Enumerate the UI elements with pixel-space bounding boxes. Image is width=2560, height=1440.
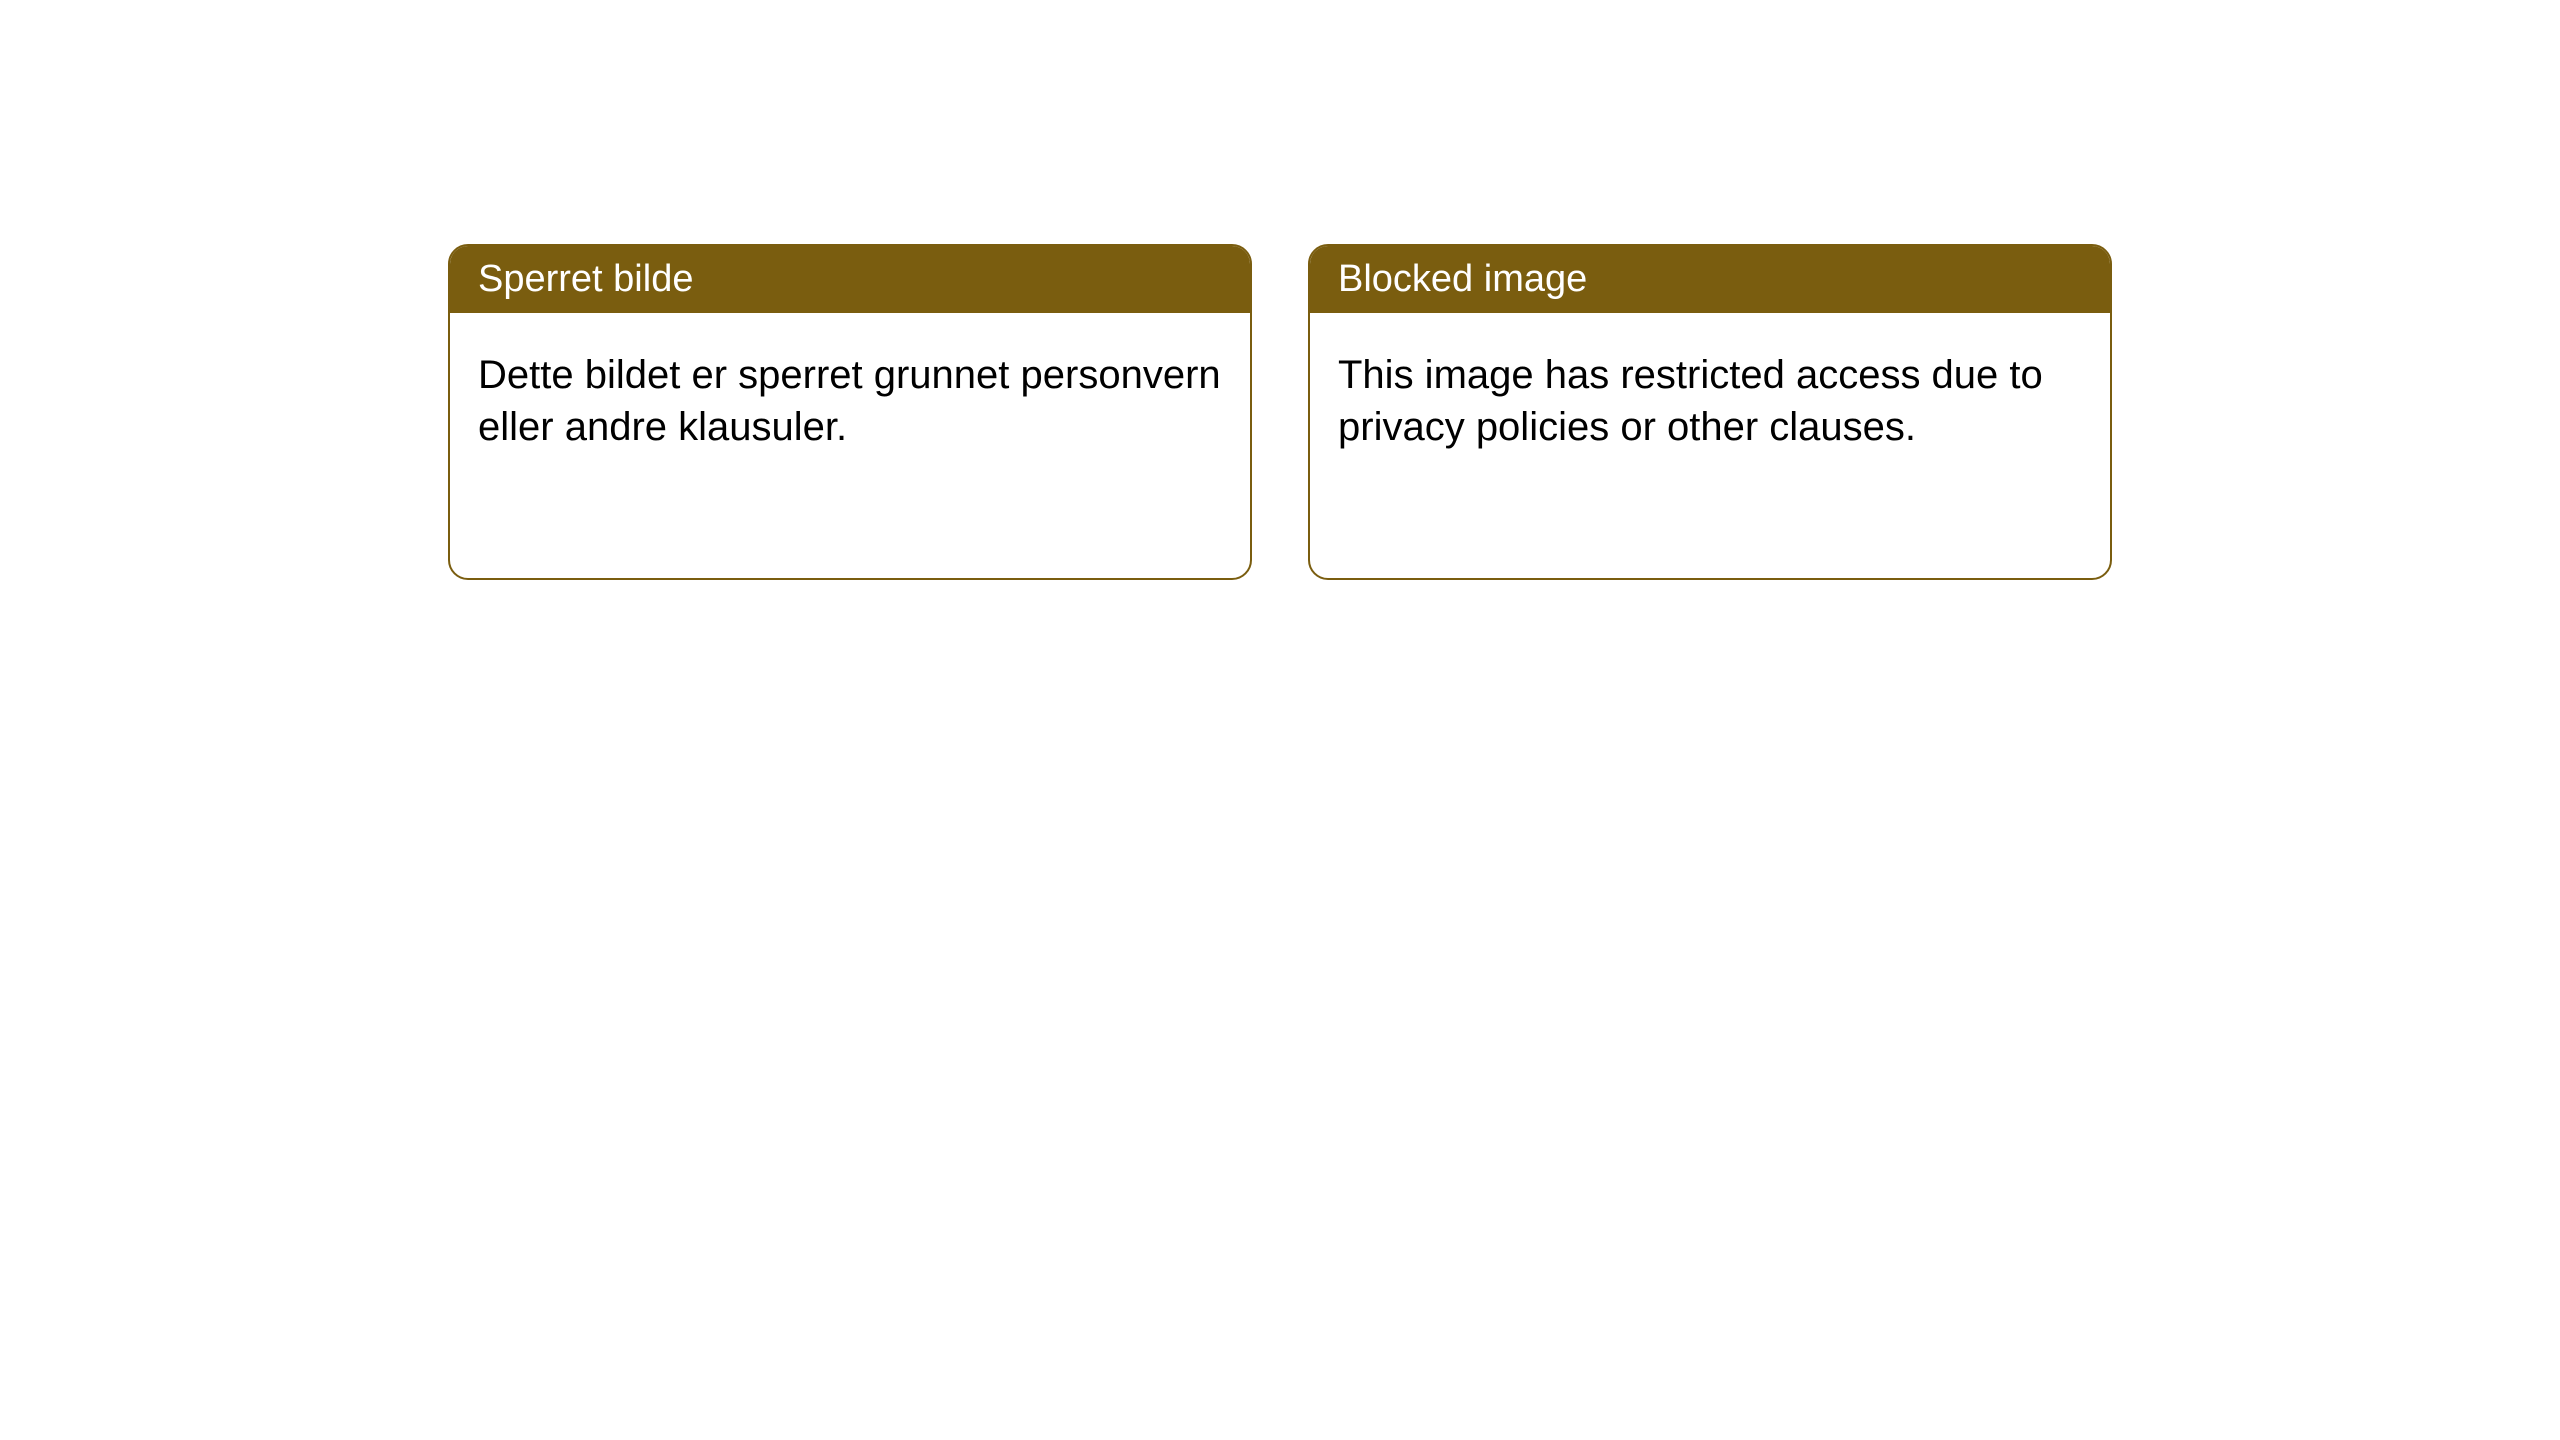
- card-body: Dette bildet er sperret grunnet personve…: [450, 313, 1250, 489]
- card-header: Sperret bilde: [450, 246, 1250, 313]
- card-title: Sperret bilde: [478, 258, 693, 300]
- card-body: This image has restricted access due to …: [1310, 313, 2110, 489]
- card-header: Blocked image: [1310, 246, 2110, 313]
- notice-card-norwegian: Sperret bilde Dette bildet er sperret gr…: [448, 244, 1252, 580]
- card-title: Blocked image: [1338, 258, 1587, 300]
- notice-container: Sperret bilde Dette bildet er sperret gr…: [0, 0, 2560, 580]
- card-message: Dette bildet er sperret grunnet personve…: [478, 353, 1221, 449]
- notice-card-english: Blocked image This image has restricted …: [1308, 244, 2112, 580]
- card-message: This image has restricted access due to …: [1338, 353, 2043, 449]
